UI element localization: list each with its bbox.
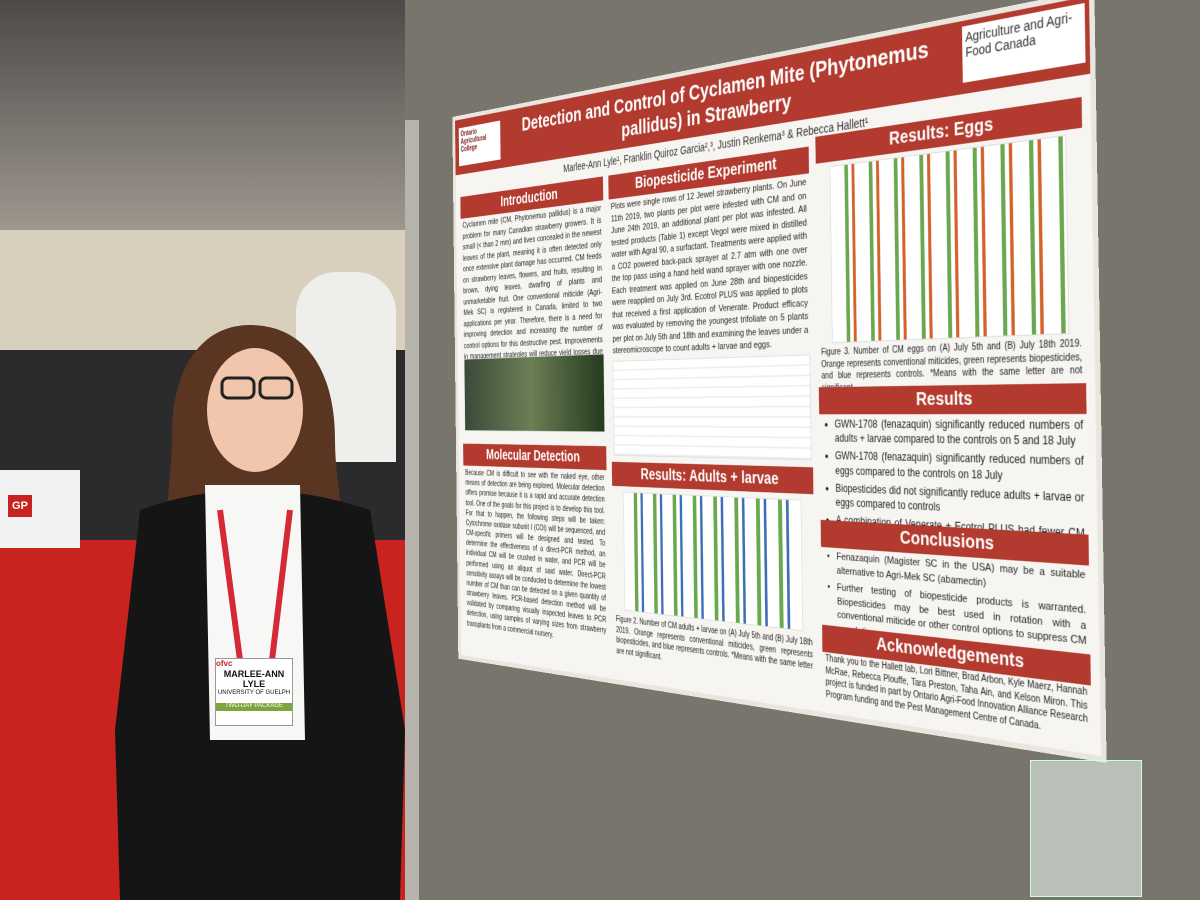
photo (464, 354, 605, 433)
poster: Ontario Agricultural College Agriculture… (455, 0, 1101, 756)
bullet: GWN-1708 (fenazaquin) significantly redu… (835, 449, 1084, 486)
badge-last-name: LYLE (216, 679, 292, 690)
bullet: GWN-1708 (fenazaquin) significantly redu… (834, 417, 1083, 449)
badge: ofvc MARLEE-ANN LYLE UNIVERSITY OF GUELP… (215, 658, 293, 726)
plastic-bag (1030, 760, 1142, 897)
section-text: Plots were single rows of 12 Jewel straw… (611, 176, 809, 357)
figure-image (830, 135, 1070, 343)
table-image (613, 354, 812, 460)
section-heading: Results (819, 383, 1087, 414)
badge-logo: ofvc (216, 659, 292, 669)
logo-left: Ontario Agricultural College (459, 120, 501, 166)
badge-affiliation: UNIVERSITY OF GUELPH (216, 690, 292, 697)
section-heading: Results: Adults + larvae (612, 462, 814, 494)
booth-sign: GP (8, 495, 32, 517)
badge-first-name: MARLEE-ANN (216, 669, 292, 680)
badge-package: TWO-DAY PACKAGE (216, 703, 292, 710)
figure-image (623, 492, 803, 631)
section-text: Because CM is difficult to see with the … (465, 468, 606, 648)
person (100, 310, 420, 900)
section-heading: Molecular Detection (463, 444, 606, 471)
